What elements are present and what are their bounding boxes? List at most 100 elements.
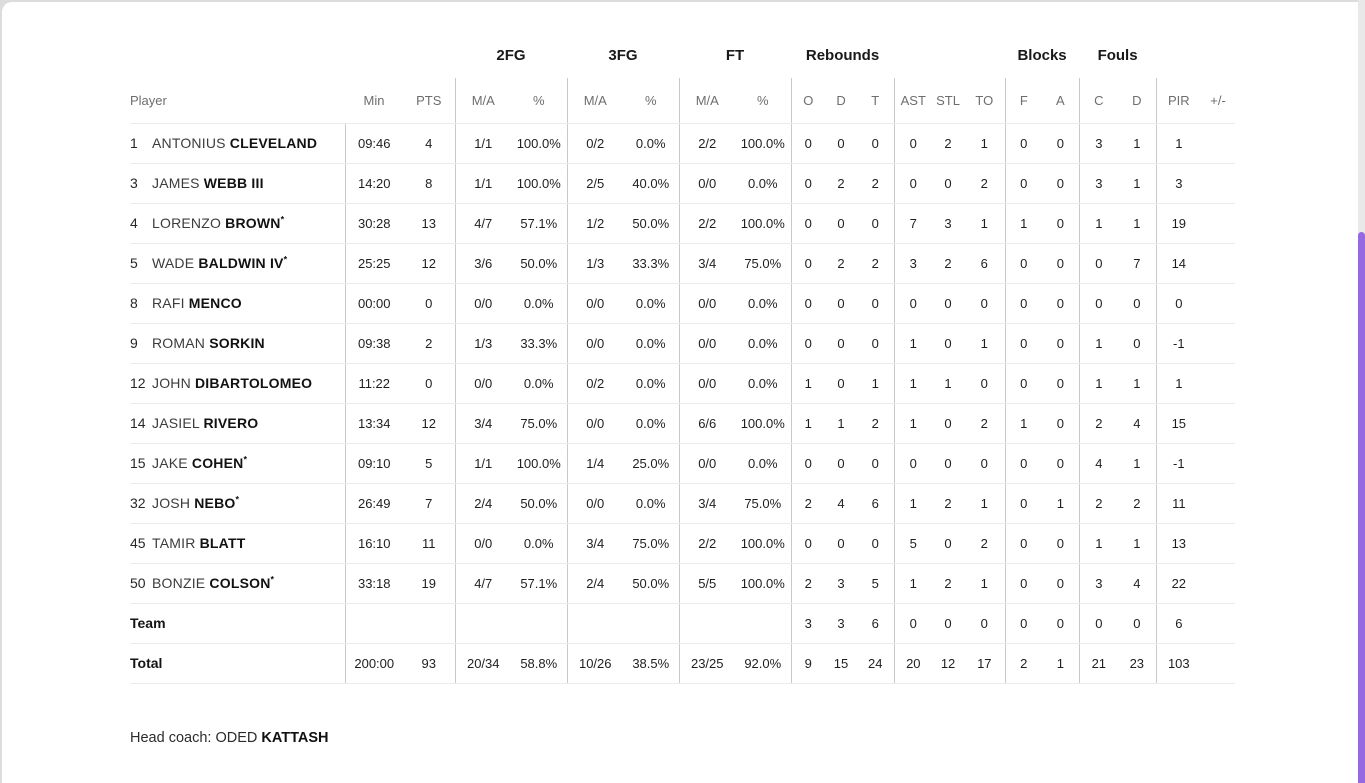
stat-min: 30:28 (345, 203, 403, 244)
stat-pir: -1 (1156, 323, 1202, 364)
stat-stl: 0 (932, 283, 965, 324)
stat-ast: 20 (894, 643, 933, 684)
stat-ba: 0 (1042, 203, 1080, 244)
stat-pm (1201, 243, 1236, 284)
player-name-link[interactable]: JOHN DIBARTOLOMEO (152, 375, 313, 391)
col-header-stl: STL (932, 78, 965, 124)
stat-fg3: 2/4 (567, 563, 623, 604)
col-header-reb-o: O (791, 78, 826, 124)
stat-fg3p: 38.5% (623, 643, 680, 684)
stat-pts: 4 (403, 123, 456, 164)
col-header-ft-ma: M/A (679, 78, 735, 124)
player-cell: 14 JASIEL RIVERO (130, 403, 346, 444)
group-spacer (130, 44, 455, 78)
col-header-3fg-pct: % (623, 78, 680, 124)
stat-ft: 0/0 (679, 363, 735, 404)
stat-fc: 21 (1079, 643, 1119, 684)
jersey-number: 15 (130, 455, 146, 472)
stat-fg3p: 0.0% (623, 123, 680, 164)
stat-fd: 0 (1118, 603, 1157, 644)
stat-ba: 0 (1042, 403, 1080, 444)
player-name-link[interactable]: WADE BALDWIN IV* (152, 254, 288, 272)
stat-fd: 1 (1118, 123, 1157, 164)
stat-rt: 2 (857, 403, 895, 444)
stat-ft: 3/4 (679, 483, 735, 524)
col-header-foul-c: C (1079, 78, 1119, 124)
stat-pir: 13 (1156, 523, 1202, 564)
stat-fc: 2 (1079, 403, 1119, 444)
stat-stl: 2 (932, 483, 965, 524)
player-row: 32 JOSH NEBO* 26:49 7 2/4 50.0% 0/0 0.0% 3/4 75.0… (130, 483, 1236, 524)
stat-rt: 2 (857, 243, 895, 284)
stat-pir: 3 (1156, 163, 1202, 204)
stat-fg2p: 75.0% (511, 403, 568, 444)
player-cell: 9 ROMAN SORKIN (130, 323, 346, 364)
stat-ftp (735, 603, 792, 644)
col-header-2fg-ma: M/A (455, 78, 511, 124)
stat-fg2p: 57.1% (511, 203, 568, 244)
player-name-link[interactable]: LORENZO BROWN* (152, 214, 285, 232)
stat-min (345, 603, 403, 644)
stat-ft: 0/0 (679, 443, 735, 484)
stat-to: 0 (964, 603, 1006, 644)
row-label: Total (130, 655, 163, 671)
stat-rd: 2 (825, 243, 858, 284)
stat-ro: 0 (791, 123, 826, 164)
stat-fg3: 0/2 (567, 123, 623, 164)
stat-to: 17 (964, 643, 1006, 684)
scrollbar-thumb[interactable] (1358, 232, 1365, 783)
scrollbar-track[interactable] (1358, 0, 1365, 783)
player-name-link[interactable]: ROMAN SORKIN (152, 335, 265, 351)
player-row: 15 JAKE COHEN* 09:10 5 1/1 100.0% 1/4 25.0% 0/0 0… (130, 443, 1236, 484)
stat-bf: 0 (1005, 363, 1043, 404)
stat-fg2p: 0.0% (511, 523, 568, 564)
player-row: 12 JOHN DIBARTOLOMEO 11:22 0 0/0 0.0% 0/2 0.0% 0… (130, 363, 1236, 404)
stat-fg2: 4/7 (455, 563, 511, 604)
col-header-ast: AST (894, 78, 933, 124)
stat-pm (1201, 323, 1236, 364)
stat-to: 1 (964, 563, 1006, 604)
player-cell: Team (130, 603, 346, 644)
stat-pts: 0 (403, 363, 456, 404)
player-name-link[interactable]: JASIEL RIVERO (152, 415, 259, 431)
starter-mark: * (270, 574, 275, 585)
player-name-link[interactable]: BONZIE COLSON* (152, 574, 275, 592)
player-name-link[interactable]: RAFI MENCO (152, 295, 242, 311)
player-name-link[interactable]: JOSH NEBO* (152, 494, 240, 512)
stat-pir: 0 (1156, 283, 1202, 324)
stat-ro: 0 (791, 283, 826, 324)
stat-fg2: 4/7 (455, 203, 511, 244)
total-row: Total 200:00 93 20/34 58.8% 10/26 38.5% 23/25 92… (130, 643, 1236, 684)
stat-stl: 2 (932, 243, 965, 284)
stat-to: 6 (964, 243, 1006, 284)
stat-fg3: 0/0 (567, 403, 623, 444)
stat-pm (1201, 483, 1236, 524)
stat-rd: 0 (825, 203, 858, 244)
stat-fg3p: 75.0% (623, 523, 680, 564)
stat-fg2: 0/0 (455, 283, 511, 324)
stat-fc: 4 (1079, 443, 1119, 484)
stat-pts: 12 (403, 243, 456, 284)
player-name-link[interactable]: JAMES WEBB III (152, 175, 264, 191)
starter-mark: * (235, 494, 240, 505)
stat-fg3: 3/4 (567, 523, 623, 564)
player-name-link[interactable]: TAMIR BLATT (152, 535, 246, 551)
stat-fg2: 0/0 (455, 363, 511, 404)
jersey-number: 12 (130, 375, 146, 391)
stat-pir: 1 (1156, 123, 1202, 164)
stat-fc: 0 (1079, 283, 1119, 324)
jersey-number: 5 (130, 255, 138, 272)
player-name-link[interactable]: JAKE COHEN* (152, 454, 248, 472)
stat-fd: 1 (1118, 203, 1157, 244)
stat-ro: 0 (791, 523, 826, 564)
col-header-blk-f: F (1005, 78, 1043, 124)
player-name-link[interactable]: ANTONIUS CLEVELAND (152, 135, 318, 151)
team-row: Team 3 3 6 0 0 0 0 0 0 0 6 (130, 603, 1236, 644)
stat-fg3: 10/26 (567, 643, 623, 684)
stat-ftp: 100.0% (735, 523, 792, 564)
stat-ast: 0 (894, 123, 933, 164)
group-spacer (1156, 44, 1235, 78)
player-cell: 4 LORENZO BROWN* (130, 203, 346, 244)
stat-pts: 13 (403, 203, 456, 244)
